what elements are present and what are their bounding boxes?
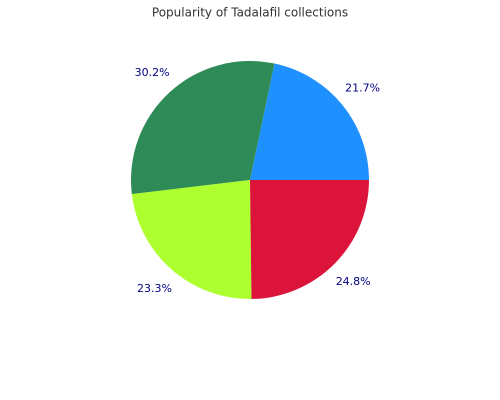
value-label: 24.8% — [336, 275, 371, 288]
chart-title: Popularity of Tadalafil collections — [152, 6, 348, 20]
pie-slice — [130, 60, 275, 195]
value-label: 23.3% — [137, 282, 172, 295]
pie-slice — [131, 180, 252, 299]
value-label: 21.7% — [345, 82, 380, 95]
pie-slice — [250, 63, 369, 180]
pie-slice — [250, 180, 369, 299]
value-label: 30.2% — [135, 66, 170, 79]
